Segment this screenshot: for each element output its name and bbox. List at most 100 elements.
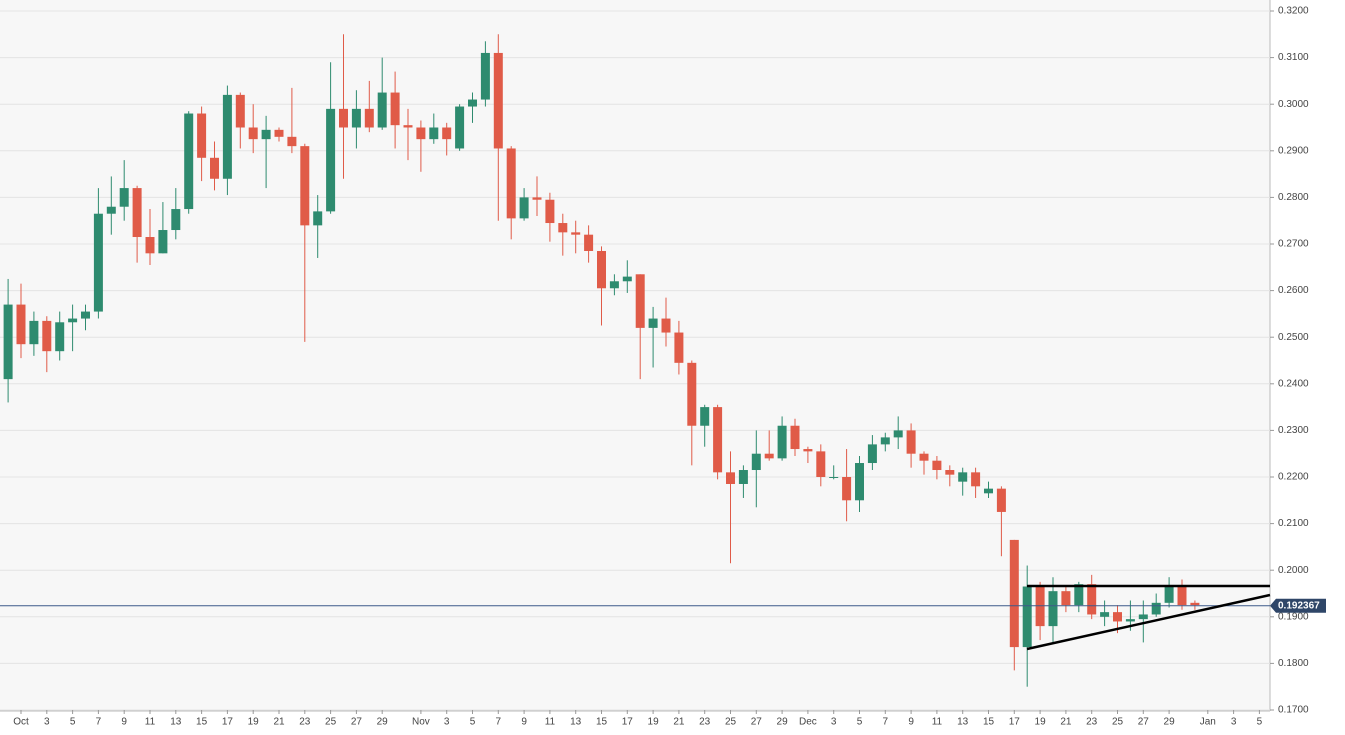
candle-body: [3, 304, 13, 380]
y-tick-label: 0.2600: [1278, 285, 1309, 296]
candle-body: [248, 127, 258, 140]
candle-body: [455, 106, 465, 149]
candle-body: [351, 108, 361, 128]
y-tick-label: 0.1900: [1278, 611, 1309, 622]
y-tick-label: 0.2200: [1278, 472, 1309, 483]
last-price-tag: [1270, 598, 1326, 613]
candle-body: [597, 250, 606, 289]
x-tick-label: 21: [673, 717, 685, 728]
candle-body: [339, 108, 348, 128]
candle-body: [235, 94, 245, 128]
candle-body: [222, 94, 232, 179]
candle-body: [764, 453, 774, 459]
candle-body: [880, 437, 890, 445]
candle-body: [42, 320, 52, 352]
candle-body: [1022, 586, 1032, 648]
candle-body: [855, 463, 864, 501]
candle-body: [506, 148, 516, 219]
candle-body: [210, 157, 219, 179]
candle-body: [777, 425, 787, 459]
candle-body: [648, 318, 658, 328]
candle-body: [1125, 619, 1135, 622]
candle-body: [171, 209, 181, 231]
candle-body: [132, 188, 142, 238]
candle-body: [842, 477, 852, 501]
candles: [0, 34, 1270, 687]
x-tick-label: 7: [96, 717, 102, 728]
x-tick-label: 21: [1060, 717, 1072, 728]
candle-body: [261, 129, 271, 140]
x-tick-label: 25: [325, 717, 337, 728]
y-tick-label: 0.1800: [1278, 658, 1309, 669]
candle-body: [893, 430, 903, 438]
candle-body: [313, 211, 323, 226]
candle-body: [1074, 584, 1084, 606]
candle-body: [81, 311, 90, 319]
y-tick-label: 0.3100: [1278, 52, 1309, 63]
x-tick-label: 7: [883, 717, 889, 728]
candle-body: [442, 127, 452, 140]
x-tick-label: 29: [377, 717, 389, 728]
x-tick-label: 27: [751, 717, 763, 728]
candle-body: [1035, 586, 1045, 627]
x-tick-label: 25: [725, 717, 737, 728]
plot-area: [0, 0, 1270, 711]
x-tick-label: 7: [496, 717, 502, 728]
candle-body: [558, 223, 568, 233]
x-tick-label: 3: [831, 717, 837, 728]
y-tick-label: 0.3000: [1278, 99, 1309, 110]
candle-body: [416, 127, 426, 140]
last-price-label: 0.192367: [1278, 600, 1320, 611]
candle-body: [622, 276, 632, 282]
candle-body: [971, 472, 981, 487]
x-tick-label: 23: [299, 717, 311, 728]
candle-body: [609, 281, 619, 289]
candle-body: [16, 304, 26, 345]
x-tick-label: 23: [699, 717, 711, 728]
x-tick-label: 17: [1009, 717, 1021, 728]
candle-body: [932, 460, 942, 471]
x-tick-label: Oct: [13, 717, 29, 728]
x-tick-label: 19: [648, 717, 660, 728]
candle-body: [93, 213, 103, 312]
candle-body: [584, 234, 594, 251]
candle-body: [468, 99, 477, 107]
candle-body: [106, 206, 116, 214]
x-tick-label: 25: [1112, 717, 1124, 728]
x-tick-label: 3: [44, 717, 50, 728]
candle-body: [197, 113, 207, 158]
y-tick-label: 0.2900: [1278, 145, 1309, 156]
candle-body: [984, 488, 993, 494]
y-tick-label: 0.2000: [1278, 565, 1309, 576]
x-tick-label: 9: [908, 717, 914, 728]
candle-body: [700, 407, 710, 426]
x-tick-label: 27: [351, 717, 363, 728]
y-tick-label: 0.2300: [1278, 425, 1309, 436]
candle-body: [790, 425, 800, 450]
x-tick-label: 13: [570, 717, 582, 728]
candle-body: [1190, 602, 1200, 606]
candle-body: [493, 52, 503, 149]
candle-body: [1087, 584, 1097, 615]
candle-body: [738, 470, 748, 484]
x-tick-label: 19: [1035, 717, 1047, 728]
candle-body: [184, 113, 194, 210]
candle-body: [532, 197, 542, 200]
candle-body: [1048, 591, 1058, 627]
x-tick-label: 11: [145, 717, 156, 728]
x-tick-label: 17: [222, 717, 234, 728]
candle-body: [1113, 612, 1122, 622]
candle-body: [1177, 586, 1187, 606]
candle-body: [713, 407, 723, 473]
candle-body: [1009, 539, 1019, 648]
candle-body: [958, 472, 968, 482]
x-tick-label: 5: [70, 717, 76, 728]
candle-body: [158, 230, 168, 254]
x-tick-label: 29: [1164, 717, 1176, 728]
candle-body: [274, 129, 284, 137]
candle-body: [687, 362, 697, 426]
x-tick-label: 21: [273, 717, 285, 728]
candle-body: [68, 318, 78, 323]
candle-body: [1061, 591, 1071, 606]
